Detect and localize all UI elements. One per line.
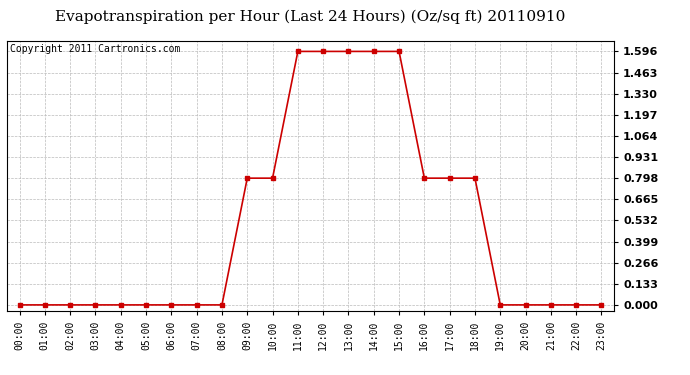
Text: Evapotranspiration per Hour (Last 24 Hours) (Oz/sq ft) 20110910: Evapotranspiration per Hour (Last 24 Hou… (55, 9, 566, 24)
Text: Copyright 2011 Cartronics.com: Copyright 2011 Cartronics.com (10, 44, 180, 54)
